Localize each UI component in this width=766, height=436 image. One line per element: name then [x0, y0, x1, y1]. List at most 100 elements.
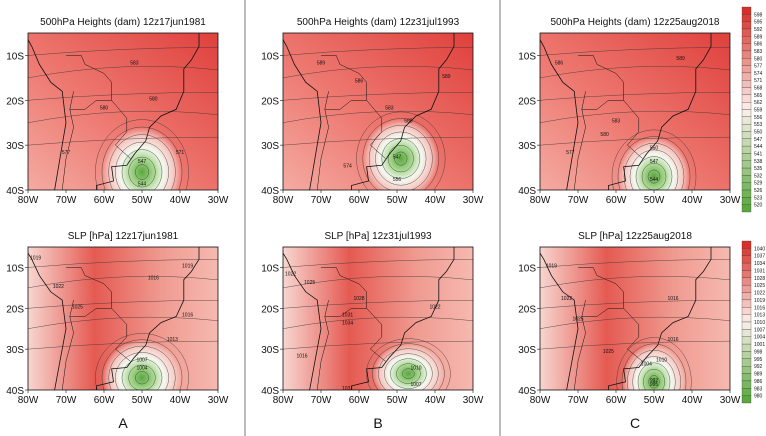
colorbar-label: 598: [754, 12, 763, 18]
colorbar-label: 523: [754, 195, 763, 201]
x-tick-label: 80W: [273, 395, 294, 406]
contour: [621, 343, 687, 390]
contour: [28, 340, 218, 350]
colorbar-cell: [741, 329, 752, 337]
border: [69, 100, 112, 110]
map: 1019 1022 1025 1016 1013 1007 1004 1019 1016: [28, 247, 218, 390]
y-tick-label: 40S: [6, 386, 24, 397]
y-tick-label: 30S: [6, 345, 24, 356]
colorbar-cell: [741, 36, 752, 44]
y-tick-label: 20S: [6, 96, 24, 107]
contour-label: 1016: [667, 296, 678, 302]
contour-label: 1007: [410, 382, 421, 388]
colorbar-label: 992: [754, 364, 763, 370]
x-tick-label: 50W: [387, 195, 408, 206]
colorbar-cell: [741, 380, 752, 389]
contour-label: 544: [650, 177, 659, 183]
contour: [283, 92, 473, 101]
frame: [282, 246, 474, 391]
colorbar-cell: [741, 153, 752, 161]
contour-label: 583: [130, 60, 139, 66]
contour-label: 1025: [72, 304, 83, 310]
colorbar-label: 998: [754, 349, 763, 355]
colorbar-label: 1007: [754, 327, 765, 333]
colorbar-cell: [741, 182, 752, 191]
contour: [394, 151, 408, 166]
border: [578, 267, 643, 362]
contour: [108, 345, 176, 390]
colorbar-label: 553: [754, 122, 763, 128]
colorbar-label: 1022: [754, 291, 765, 297]
colorbar-label: 1004: [754, 335, 765, 341]
contour-label: 1034: [342, 321, 353, 327]
colorbar-label: 1016: [754, 305, 765, 311]
map-panel: 586 589 583 580 577 550 547 544 500hPa Heights (…: [518, 17, 741, 206]
contour: [540, 66, 730, 79]
colorbar-cell: [741, 87, 752, 96]
colorbar-cell: [741, 138, 752, 147]
y-tick-label: 20S: [261, 304, 279, 315]
colorbar-cell: [741, 145, 752, 154]
panel-title: SLP [hPa] 12z31jul1993: [324, 231, 432, 242]
contour: [101, 126, 183, 190]
colorbar-label: 538: [754, 159, 763, 165]
contour: [387, 145, 414, 173]
contour-label: 1019: [546, 263, 557, 269]
map-panel: 583 580 580 577 571 547 544 500hPa Heights (dam…: [6, 17, 229, 206]
contour-label: 1016: [182, 312, 193, 318]
panel-title: SLP [hPa] 12z25aug2018: [578, 231, 692, 242]
colorbar-label: 989: [754, 372, 763, 378]
x-tick-label: 80W: [273, 195, 294, 206]
colorbar-label: 1028: [754, 276, 765, 282]
x-tick-label: 40W: [170, 395, 191, 406]
panel-title: 500hPa Heights (dam) 12z25aug2018: [550, 17, 719, 28]
contour: [390, 358, 427, 389]
contour-label: 556: [393, 177, 402, 183]
y-tick-label: 20S: [518, 304, 536, 315]
x-tick-label: 70W: [56, 395, 77, 406]
border: [321, 55, 386, 159]
colorbar-label: 565: [754, 93, 763, 99]
colorbar-cell: [741, 167, 752, 176]
colorbar-cell: [741, 299, 752, 308]
contour: [115, 141, 169, 190]
colorbar-cell: [741, 50, 752, 59]
colorbar-cell: [741, 131, 752, 139]
contour-label: 586: [355, 78, 364, 84]
colorbar-cell: [741, 358, 752, 367]
x-tick-label: 70W: [311, 195, 332, 206]
frame: [539, 246, 731, 391]
map-panel: 1019 1022 1025 1016 1013 1007 1004 1019 1016 SLP …: [6, 231, 229, 406]
border: [61, 300, 74, 390]
column-label: A: [118, 415, 128, 431]
colorbar-cell: [741, 43, 752, 52]
colorbar-cell: [741, 373, 752, 382]
contour-label: 583: [612, 119, 621, 125]
x-tick-label: 40W: [425, 195, 446, 206]
colorbar-cell: [741, 14, 752, 22]
colorbar-cell: [741, 58, 752, 66]
y-tick-label: 30S: [6, 141, 24, 152]
x-tick-label: 40W: [682, 395, 703, 406]
x-tick-label: 50W: [132, 395, 153, 406]
contour-label: 1019: [182, 263, 193, 269]
x-tick-label: 60W: [606, 395, 627, 406]
border: [66, 267, 131, 362]
x-tick-label: 40W: [170, 195, 191, 206]
colorbar-label: 986: [754, 379, 763, 385]
colorbar-cell: [741, 21, 752, 30]
coastline: [608, 247, 712, 390]
colorbar-label: 526: [754, 188, 763, 194]
y-tick-label: 10S: [518, 263, 536, 274]
colorbar-label: 592: [754, 27, 763, 33]
colorbar-label: 544: [754, 144, 763, 150]
contour-label: 1025: [603, 349, 614, 355]
x-tick-label: 60W: [349, 395, 370, 406]
contour-label: 1028: [353, 296, 364, 302]
colorbar-cell: [741, 366, 752, 374]
colorbar-label: 574: [754, 71, 763, 77]
border: [578, 55, 643, 159]
contour: [540, 92, 730, 101]
contour-label: 1010: [410, 366, 421, 372]
